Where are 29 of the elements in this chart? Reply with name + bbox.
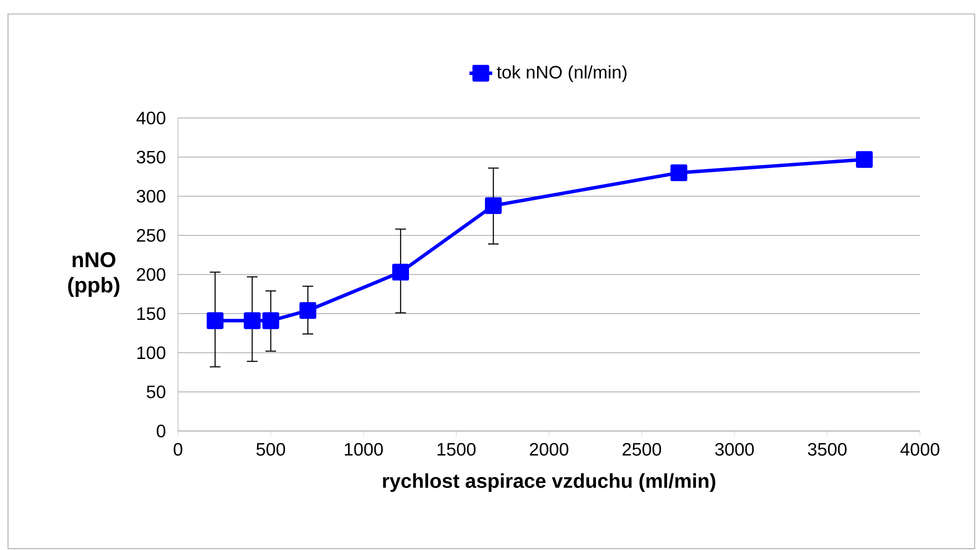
- x-tick-label: 0: [174, 442, 182, 456]
- x-tick-label: 1000: [344, 442, 383, 456]
- x-tick-label: 2000: [530, 442, 568, 456]
- point: [856, 151, 873, 168]
- y-tick-label: 350: [136, 150, 166, 164]
- y-axis-title: nNO (ppb): [68, 252, 120, 297]
- point: [392, 264, 410, 281]
- y-tick-label: 250: [136, 229, 166, 242]
- x-tick-label: 3000: [715, 442, 754, 456]
- point: [299, 302, 316, 319]
- x-tick-label: 2500: [622, 442, 662, 456]
- x-tick-label: 500: [256, 442, 286, 456]
- x-axis-title: rychlost aspirace vzduchu (ml/min): [383, 473, 716, 492]
- point: [206, 312, 224, 330]
- y-tick-label: 400: [136, 112, 166, 124]
- y-tick-label: 100: [137, 346, 166, 360]
- x-tick-label: 4000: [900, 442, 940, 456]
- y-tick-label: 200: [136, 268, 166, 281]
- y-tick-label: 0: [156, 424, 166, 438]
- legend-label: tok nNO (nl/min): [496, 65, 626, 82]
- y-tick-label: 50: [146, 386, 166, 398]
- y-tick-label: 300: [136, 190, 166, 203]
- y-tick-label: 150: [137, 307, 166, 320]
- point: [484, 197, 502, 214]
- x-tick-label: 3500: [808, 442, 847, 456]
- point: [262, 312, 280, 330]
- point: [244, 312, 261, 330]
- point: [670, 164, 688, 182]
- x-tick-label: 1500: [438, 442, 476, 456]
